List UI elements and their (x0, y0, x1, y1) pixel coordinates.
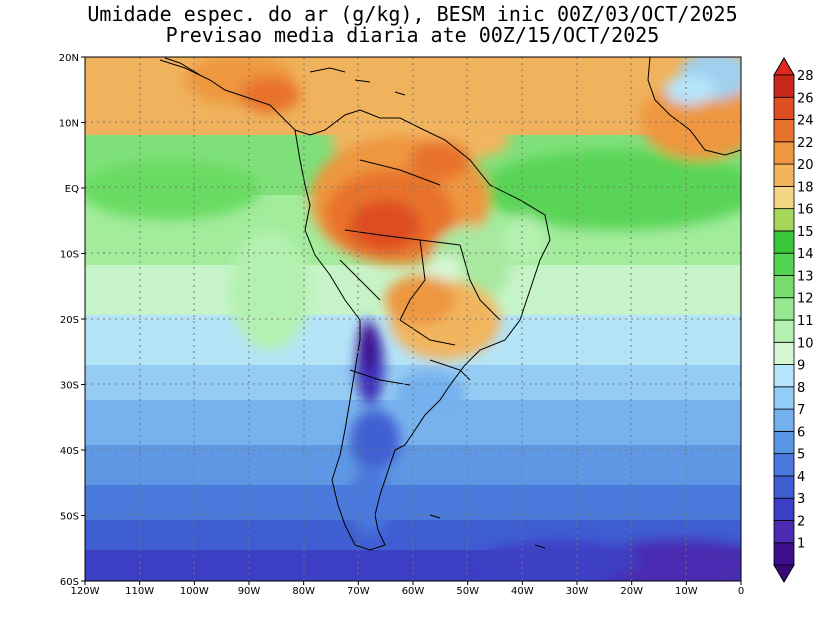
colorbar-label: 20 (797, 158, 814, 173)
colorbar-label: 28 (797, 69, 814, 84)
lat-label: 10N (59, 119, 79, 130)
colorbar-swatch (773, 341, 795, 365)
map-title-line2: Previsao media diaria ate 00Z/15/OCT/202… (165, 23, 660, 47)
colorbar-swatch (773, 163, 795, 187)
colorbar-label: 3 (797, 492, 805, 507)
colorbar-swatch (773, 252, 795, 276)
colorbar-label: 5 (797, 448, 805, 463)
colorbar-swatch (773, 408, 795, 432)
colorbar-arrow-top (773, 57, 795, 76)
colorbar-label: 4 (797, 470, 805, 485)
colorbar-swatch (773, 275, 795, 299)
lat-label: 10S (60, 250, 79, 261)
colorbar-label: 22 (797, 136, 814, 151)
lon-label: 50W (456, 586, 479, 597)
colorbar-swatch (773, 364, 795, 388)
colorbar-label: 24 (797, 114, 814, 129)
colorbar-swatch (773, 453, 795, 477)
colorbar-label: 12 (797, 292, 814, 307)
colorbar-label: 6 (797, 425, 805, 440)
colorbar-label: 9 (797, 359, 805, 374)
lat-label: 20S (60, 315, 79, 326)
colorbar-arrow-bottom (773, 564, 795, 583)
lon-label: 90W (238, 586, 261, 597)
colorbar-label: 18 (797, 180, 814, 195)
lon-label: 100W (180, 586, 209, 597)
colorbar-label: 7 (797, 403, 805, 418)
lat-label: 40S (60, 446, 79, 457)
colorbar-label: 16 (797, 203, 814, 218)
colorbar-label: 11 (797, 314, 814, 329)
colorbar-swatch (773, 230, 795, 254)
colorbar-label: 2 (797, 514, 805, 529)
colorbar-swatch (773, 119, 795, 143)
colorbar-swatch (773, 475, 795, 499)
colorbar-swatch (773, 185, 795, 210)
lat-label: 30S (60, 381, 79, 392)
colorbar-swatch (773, 297, 795, 321)
colorbar-swatch (773, 319, 795, 343)
colorbar-swatch (773, 74, 795, 98)
lon-label: 10W (675, 586, 698, 597)
colorbar-swatch (773, 520, 795, 544)
lat-label: 50S (60, 512, 79, 523)
colorbar-swatch (773, 96, 795, 120)
lon-label: 80W (292, 586, 315, 597)
colorbar-swatch (773, 141, 795, 165)
colorbar-swatch (773, 386, 795, 410)
colorbar-label: 8 (797, 381, 805, 396)
lon-label: 40W (511, 586, 534, 597)
colorbar-label: 15 (797, 225, 814, 240)
colorbar-swatch (773, 542, 795, 566)
colorbar-label: 26 (797, 91, 814, 106)
lat-lon-grid (85, 57, 741, 581)
lon-label: 30W (566, 586, 589, 597)
lat-label: 20N (59, 53, 79, 64)
lon-label: 60W (402, 586, 425, 597)
lon-label: 20W (620, 586, 643, 597)
lon-label: 0 (738, 586, 744, 597)
lon-label: 70W (347, 586, 370, 597)
colorbar-swatch (773, 430, 795, 455)
colorbar-label: 14 (797, 247, 814, 262)
lat-label: 60S (60, 577, 79, 588)
lon-label: 120W (71, 586, 100, 597)
colorbar-swatch (773, 497, 795, 521)
colorbar-label: 10 (797, 336, 814, 351)
colorbar-label: 1 (797, 537, 805, 552)
lat-label: EQ (65, 184, 79, 195)
map-title-line1: Umidade espec. do ar (g/kg), BESM inic 0… (87, 2, 738, 26)
colorbar-label: 13 (797, 269, 814, 284)
humidity-field (85, 57, 741, 581)
colorbar-swatch (773, 208, 795, 232)
lon-label: 110W (125, 586, 154, 597)
